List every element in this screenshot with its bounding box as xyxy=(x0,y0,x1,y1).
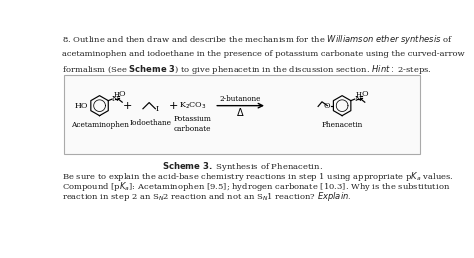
Text: $\Delta$: $\Delta$ xyxy=(237,106,245,118)
Text: $\mathbf{Scheme\ 3.}$ Synthesis of Phenacetin.: $\mathbf{Scheme\ 3.}$ Synthesis of Phena… xyxy=(163,159,323,173)
Text: +: + xyxy=(123,101,132,111)
Text: 8. Outline and then draw and describe the mechanism for the $\it{Williamson\ eth: 8. Outline and then draw and describe th… xyxy=(63,33,465,76)
Text: Compound [p$K_a$]: Acetaminophen [9.5]; hydrogen carbonate [10.3]. Why is the su: Compound [p$K_a$]: Acetaminophen [9.5]; … xyxy=(63,180,451,192)
Text: O: O xyxy=(361,91,368,99)
Text: +: + xyxy=(169,101,179,111)
Text: H: H xyxy=(356,91,362,99)
Text: reaction in step 2 an S$_N$2 reaction and not an S$_N$1 reaction? $\it{Explain.}: reaction in step 2 an S$_N$2 reaction an… xyxy=(63,190,352,203)
Text: Iodoethane: Iodoethane xyxy=(130,119,172,127)
Bar xyxy=(64,75,420,154)
Text: O: O xyxy=(324,102,330,110)
Text: O: O xyxy=(119,91,125,99)
Text: N: N xyxy=(112,95,119,103)
Text: N: N xyxy=(355,95,362,103)
Text: Acetaminophen: Acetaminophen xyxy=(71,121,128,129)
Text: 2-butanone: 2-butanone xyxy=(220,95,261,103)
Text: K$_2$CO$_3$: K$_2$CO$_3$ xyxy=(179,100,207,111)
Text: Phenacetin: Phenacetin xyxy=(321,121,363,129)
Text: HO: HO xyxy=(74,102,88,110)
Text: Be sure to explain the acid-base chemistry reactions in step 1 using appropriate: Be sure to explain the acid-base chemist… xyxy=(63,170,454,183)
Text: Potassium
carbonate: Potassium carbonate xyxy=(173,115,211,133)
Text: I: I xyxy=(155,105,158,113)
Text: H: H xyxy=(113,91,119,99)
